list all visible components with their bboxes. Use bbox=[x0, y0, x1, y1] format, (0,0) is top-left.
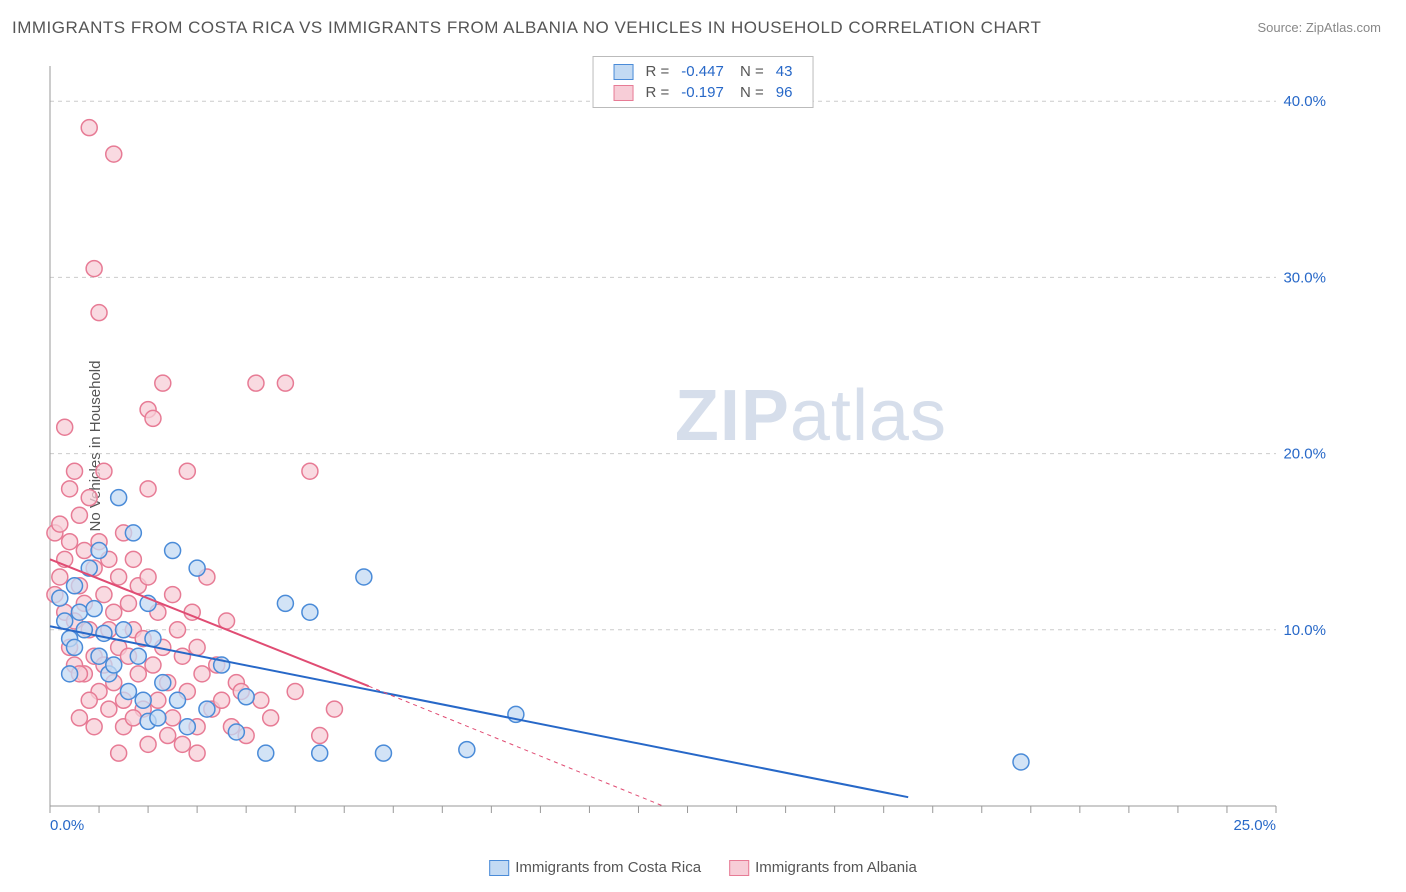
chart-title: IMMIGRANTS FROM COSTA RICA VS IMMIGRANTS… bbox=[12, 18, 1041, 38]
plot-svg: 10.0% 20.0% 30.0% 40.0% 0.0% 25.0% bbox=[48, 56, 1336, 836]
legend-item: Immigrants from Costa Rica bbox=[489, 859, 701, 876]
series-legend: Immigrants from Costa Rica Immigrants fro… bbox=[489, 859, 917, 876]
svg-text:20.0%: 20.0% bbox=[1283, 446, 1326, 463]
svg-text:0.0%: 0.0% bbox=[50, 817, 84, 834]
svg-text:30.0%: 30.0% bbox=[1283, 269, 1326, 286]
source-label: Source: ZipAtlas.com bbox=[1257, 20, 1381, 35]
chart-container: IMMIGRANTS FROM COSTA RICA VS IMMIGRANTS… bbox=[0, 0, 1406, 892]
plot-area: 10.0% 20.0% 30.0% 40.0% 0.0% 25.0% bbox=[48, 56, 1336, 836]
svg-text:25.0%: 25.0% bbox=[1233, 817, 1276, 834]
legend-item: Immigrants from Albania bbox=[729, 859, 917, 876]
correlation-legend: R =-0.447 N =43R =-0.197 N =96 bbox=[593, 56, 814, 108]
svg-text:10.0%: 10.0% bbox=[1283, 622, 1326, 639]
svg-text:40.0%: 40.0% bbox=[1283, 93, 1326, 110]
